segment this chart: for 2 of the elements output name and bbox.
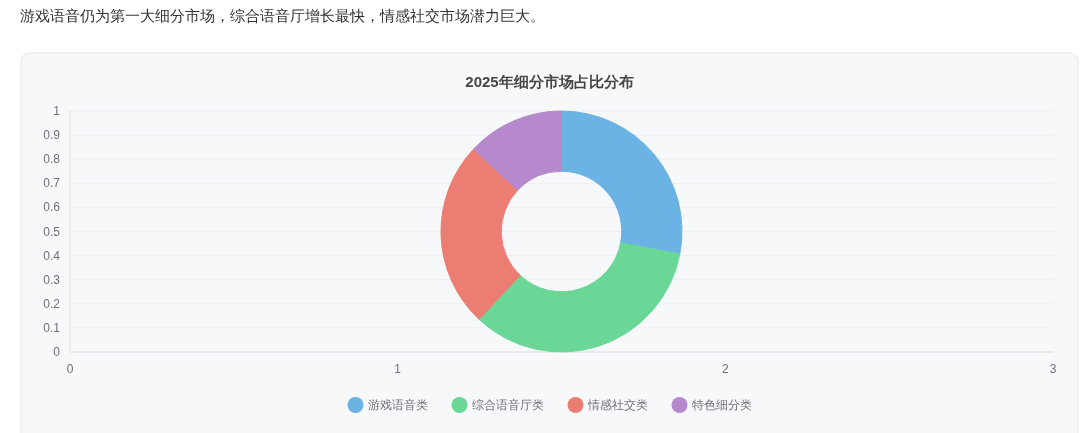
annotation: 游戏语音仍为第一大细分市场，综合语音厅增长最快，情感社交市场潜力巨大。 <box>20 7 545 24</box>
title: 2025年细分市场占比分布 <box>465 73 634 90</box>
